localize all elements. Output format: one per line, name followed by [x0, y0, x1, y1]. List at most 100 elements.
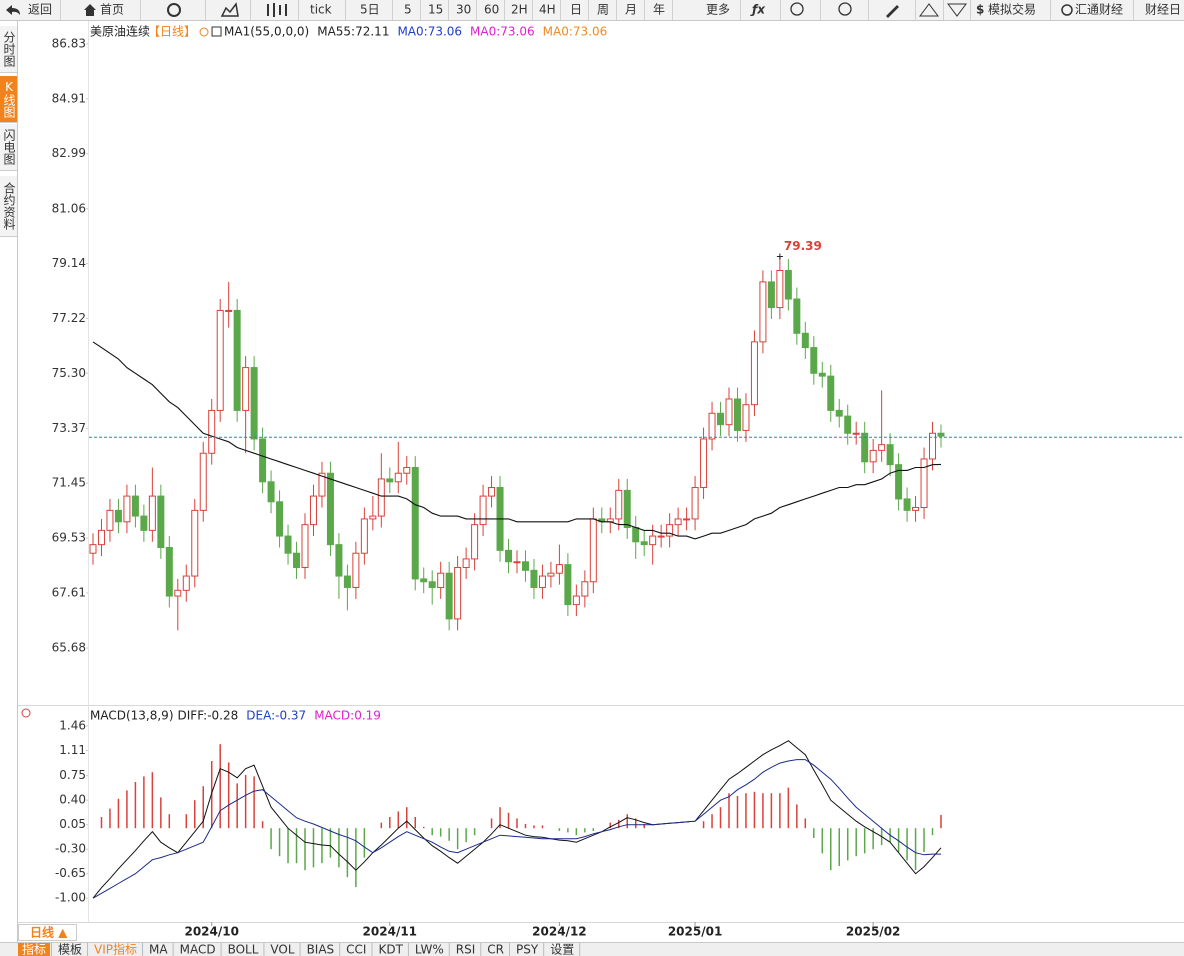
toolbar-button[interactable]: 30	[456, 3, 471, 17]
toolbar-button[interactable]: 月	[625, 3, 637, 17]
y-tick-label: -1.00	[55, 891, 86, 905]
toolbar-button[interactable]: 返回	[28, 3, 52, 17]
side-tab[interactable]: 合约资料	[0, 176, 17, 237]
arrow-icons[interactable]	[919, 3, 967, 17]
candle-body	[835, 409, 843, 417]
candle-body	[683, 518, 691, 521]
candle-body	[742, 404, 750, 431]
candle-body	[844, 415, 852, 434]
hui-icon[interactable]	[1061, 4, 1073, 16]
bottom-tab[interactable]: RSI	[456, 943, 476, 956]
candle-body	[912, 507, 920, 511]
y-tick-label: 71.45	[52, 476, 86, 490]
candle-body	[733, 398, 741, 431]
bottom-tab[interactable]: VOL	[270, 943, 294, 956]
candle-body	[530, 569, 538, 588]
candle-body	[649, 535, 657, 546]
toolbar-button[interactable]: 4H	[539, 3, 556, 17]
candle-body	[521, 561, 529, 571]
candle-body	[623, 489, 631, 529]
y-tick-label: 73.37	[52, 421, 86, 435]
toolbar-button[interactable]: 5	[404, 3, 412, 17]
zoom-out-icon[interactable]	[790, 2, 804, 16]
candle-body	[767, 281, 775, 309]
bottom-tab[interactable]: PSY	[516, 943, 539, 956]
side-tab[interactable]: 分时图	[0, 26, 17, 73]
bottom-tab[interactable]: KDT	[378, 943, 403, 956]
candle-icon[interactable]	[267, 3, 287, 17]
toolbar-button[interactable]: 首页	[100, 3, 124, 17]
macd-line	[92, 759, 941, 899]
toolbar-button[interactable]: 2H	[511, 3, 528, 17]
bottom-tab[interactable]: LW%	[415, 943, 444, 956]
bottom-tab[interactable]: MA	[149, 943, 168, 956]
candle-body	[386, 478, 394, 483]
refresh-icon[interactable]	[167, 3, 181, 17]
candle-body	[437, 572, 445, 588]
toolbar-button[interactable]: 年	[653, 3, 665, 17]
candle-body	[343, 575, 351, 588]
candle-body	[123, 495, 131, 523]
toolbar-button[interactable]: 5日	[360, 3, 380, 17]
bottom-tab[interactable]: CR	[487, 943, 504, 956]
toolbar-button[interactable]: 60	[484, 3, 499, 17]
zoom-in-icon[interactable]	[838, 2, 852, 16]
toolbar-button[interactable]: 日	[570, 3, 582, 17]
toolbar-button[interactable]: 财经日	[1145, 3, 1181, 17]
candle-body	[920, 458, 928, 509]
candle-body	[233, 309, 241, 411]
pen-icon[interactable]	[886, 5, 899, 18]
candle-body	[878, 444, 886, 451]
side-tab[interactable]: K线图	[0, 76, 17, 123]
indicator-title: MACD(13,8,9)	[90, 709, 174, 723]
y-tick-label: 65.68	[52, 641, 86, 655]
fx-icon[interactable]: ƒx	[750, 3, 766, 17]
period-box[interactable]	[18, 924, 77, 941]
candle-body	[776, 269, 784, 309]
toolbar-button[interactable]: 汇通财经	[1075, 3, 1123, 17]
x-tick-label: 2025/02	[846, 925, 900, 939]
candle-body	[581, 581, 589, 597]
y-tick-label: -0.65	[55, 866, 86, 880]
toolbar-button[interactable]: 周	[597, 3, 609, 17]
bottom-tab[interactable]: CCI	[346, 943, 366, 956]
candle-body	[929, 432, 937, 460]
side-tab[interactable]: 闪电图	[0, 124, 17, 171]
bottom-tab[interactable]: 指标	[22, 942, 46, 956]
period-selector[interactable]: 日线 ▲	[30, 925, 68, 940]
panel-icon[interactable]	[21, 708, 31, 718]
bottom-tab[interactable]: VIP指标	[94, 942, 137, 956]
y-tick-label: 84.91	[52, 91, 86, 105]
toolbar-button[interactable]: 15	[428, 3, 443, 17]
candle-body	[335, 544, 343, 577]
bottom-tab[interactable]: BOLL	[228, 943, 259, 956]
chart-icon[interactable]	[220, 2, 239, 17]
chart-title: 美原油连续	[90, 24, 150, 39]
candle-body	[700, 438, 708, 489]
legend-entry: MA0:73.06	[543, 25, 608, 39]
candle-body	[640, 541, 648, 546]
bottom-tab[interactable]: 模板	[58, 943, 82, 956]
candle-body	[284, 535, 292, 554]
bottom-tab-bg[interactable]	[18, 943, 51, 956]
bottom-tab[interactable]: 设置	[550, 943, 574, 956]
candle-body	[428, 581, 436, 588]
candle-body	[89, 544, 97, 554]
candle-body	[708, 412, 716, 440]
candle-body	[784, 269, 792, 300]
toolbar-button[interactable]: 更多	[706, 3, 730, 17]
candle-body	[403, 467, 411, 474]
candle-body	[182, 575, 190, 591]
dollar-icon[interactable]: $	[976, 3, 984, 17]
y-tick-label: 75.30	[52, 366, 86, 380]
candle-body	[725, 398, 733, 426]
toolbar-button[interactable]: tick	[310, 3, 332, 17]
candle-body	[309, 495, 317, 526]
toolbar-button[interactable]: 模拟交易	[988, 2, 1036, 17]
candle-body	[861, 432, 869, 463]
candle-body	[793, 298, 801, 334]
macd-line	[92, 740, 942, 899]
bottom-tab[interactable]: BIAS	[307, 943, 335, 956]
legend-entry: MA55:72.11	[317, 25, 389, 39]
bottom-tab[interactable]: MACD	[180, 943, 216, 956]
